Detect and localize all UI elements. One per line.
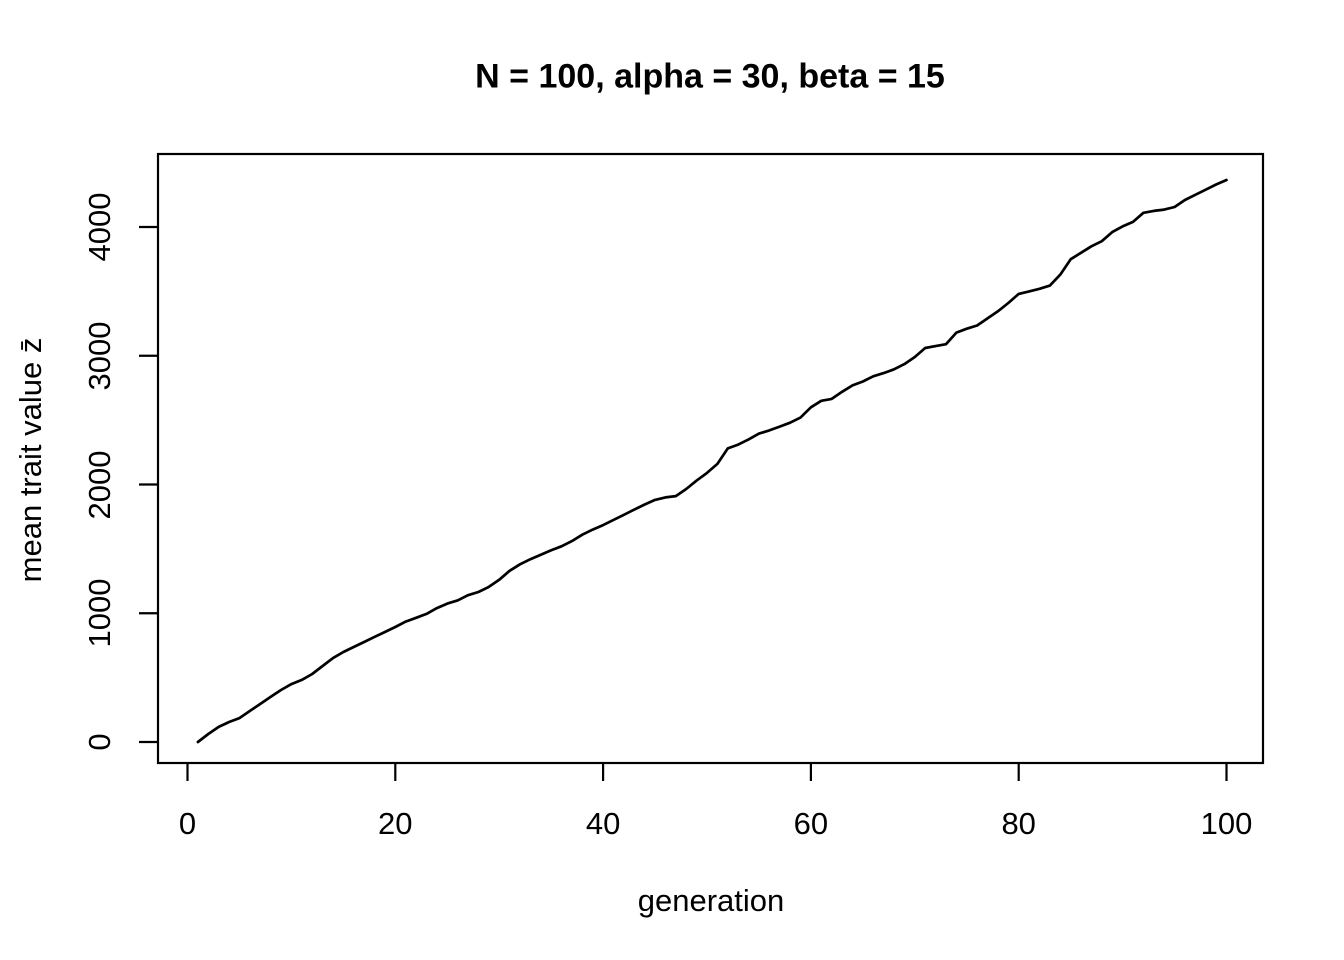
x-tick-label: 20 — [378, 806, 413, 841]
y-tick-label: 2000 — [82, 450, 117, 519]
y-tick-label: 0 — [82, 733, 117, 751]
x-tick-label: 0 — [178, 806, 197, 841]
y-tick-label: 4000 — [82, 192, 117, 262]
x-tick-label: 80 — [1001, 806, 1036, 841]
y-axis-label: mean trait value z̄ — [13, 337, 48, 583]
trait-value-line — [196, 178, 1228, 744]
x-tick-label: 100 — [1200, 806, 1253, 841]
x-tick-label: 40 — [585, 806, 621, 841]
x-axis-ticks — [186, 763, 1228, 781]
chart-title: N = 100, alpha = 30, beta = 15 — [475, 57, 945, 96]
x-axis-label: generation — [637, 883, 785, 918]
plot-frame — [156, 152, 1265, 765]
y-tick-label: 1000 — [82, 578, 117, 648]
y-axis-ticks — [139, 225, 158, 744]
x-tick-label: 60 — [793, 806, 829, 841]
y-tick-label: 3000 — [82, 321, 117, 391]
